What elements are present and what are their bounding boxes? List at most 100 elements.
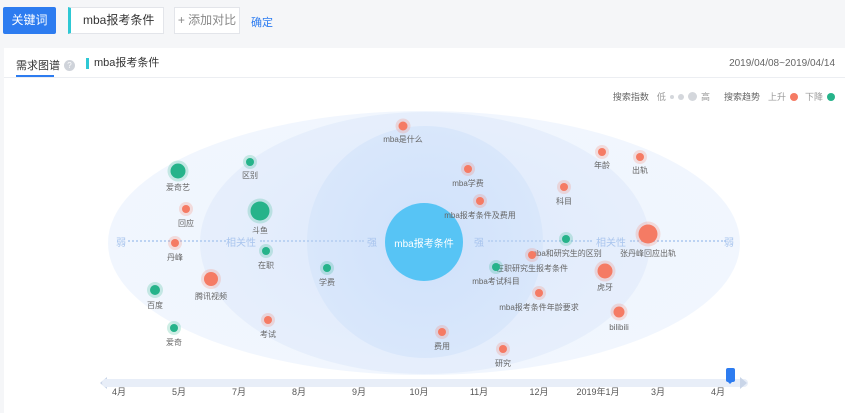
keyword-node[interactable] bbox=[246, 158, 254, 166]
timeline-month: 3月 bbox=[650, 387, 666, 397]
tab-keyword[interactable]: mba报考条件 bbox=[86, 58, 159, 69]
keyword-node[interactable] bbox=[598, 148, 606, 156]
timeline-month: 4月 bbox=[710, 387, 726, 397]
legend-size-small-icon bbox=[669, 94, 674, 99]
axis-weak-left: 弱 bbox=[116, 238, 126, 249]
keyword-node[interactable] bbox=[560, 183, 568, 191]
keyword-node-label: mba报考条件及费用 bbox=[444, 211, 516, 220]
keyword-node-label: 腾讯视频 bbox=[195, 292, 227, 301]
center-keyword-node[interactable]: mba报考条件 bbox=[385, 203, 463, 281]
legend-trend: 搜索趋势 bbox=[723, 92, 760, 102]
keyword-node-label: 考试 bbox=[260, 330, 276, 339]
demand-graph-card: 需求图谱? mba报考条件 2019/04/08~2019/04/14 弱 相关… bbox=[4, 48, 845, 413]
timeline-month: 2019年1月 bbox=[576, 387, 620, 397]
keyword-node[interactable] bbox=[204, 272, 218, 286]
keyword-node-label: 研究 bbox=[495, 359, 511, 368]
timeline-month: 9月 bbox=[351, 387, 367, 397]
keyword-node[interactable] bbox=[182, 205, 190, 213]
keyword-node[interactable] bbox=[597, 263, 613, 279]
timeline-handle[interactable] bbox=[726, 368, 735, 384]
keyword-node[interactable] bbox=[264, 316, 272, 324]
tab-demand-graph[interactable]: 需求图谱? bbox=[16, 57, 75, 73]
keyword-node[interactable] bbox=[499, 345, 507, 353]
keyword-node[interactable] bbox=[398, 121, 408, 131]
keyword-node[interactable] bbox=[438, 328, 446, 336]
timeline-next-arrow[interactable] bbox=[740, 377, 747, 389]
active-tab-indicator bbox=[16, 75, 54, 77]
keyword-node[interactable] bbox=[636, 153, 644, 161]
keyword-node[interactable] bbox=[250, 201, 270, 221]
keyword-node-label: 区别 bbox=[242, 171, 258, 180]
relevance-axis-right-2 bbox=[630, 240, 726, 242]
axis-strong-left: 强 bbox=[367, 238, 377, 249]
keyword-node[interactable] bbox=[170, 163, 186, 179]
keyword-node[interactable] bbox=[170, 324, 178, 332]
axis-relevance-right: 相关性 bbox=[596, 238, 626, 249]
add-compare-button[interactable]: + 添加对比 bbox=[174, 7, 240, 34]
search-bar: 关键词 mba报考条件 + 添加对比 确定 bbox=[0, 0, 845, 44]
axis-weak-right: 弱 bbox=[724, 238, 734, 249]
keyword-node[interactable] bbox=[528, 251, 536, 259]
rise-dot-icon bbox=[789, 92, 798, 101]
keyword-button[interactable]: 关键词 bbox=[3, 7, 56, 34]
timeline-month: 12月 bbox=[529, 387, 549, 397]
legend-low: 低 bbox=[656, 92, 666, 102]
keyword-node-label: 在职 bbox=[258, 261, 274, 270]
legend-rise: 上升 bbox=[767, 92, 786, 102]
legend-fall: 下降 bbox=[804, 92, 823, 102]
timeline-month: 7月 bbox=[231, 387, 247, 397]
timeline-slider[interactable] bbox=[102, 379, 748, 387]
keyword-node-label: mba考试科目 bbox=[472, 277, 520, 286]
keyword-node[interactable] bbox=[262, 247, 270, 255]
relevance-axis-right bbox=[488, 240, 592, 242]
axis-strong-right: 强 bbox=[474, 238, 484, 249]
timeline-month: 11月 bbox=[469, 387, 489, 397]
keyword-node[interactable] bbox=[492, 263, 500, 271]
legend-size-large-icon bbox=[687, 92, 697, 101]
keyword-node[interactable] bbox=[150, 285, 160, 295]
keyword-node-label: mba和研究生的区别 bbox=[530, 249, 602, 258]
keyword-node-label: bilibili bbox=[609, 323, 629, 332]
keyword-node[interactable] bbox=[562, 235, 570, 243]
keyword-node[interactable] bbox=[171, 239, 179, 247]
fall-dot-icon bbox=[827, 92, 835, 101]
legend: 搜索指数 低 高 搜索趋势 上升 下降 bbox=[613, 90, 835, 103]
keyword-node-label: 科目 bbox=[556, 197, 572, 206]
keyword-node-label: 爱奇 bbox=[166, 338, 182, 347]
tab-bar: 需求图谱? mba报考条件 2019/04/08~2019/04/14 bbox=[4, 48, 845, 78]
keyword-node[interactable] bbox=[464, 165, 472, 173]
keyword-node-label: 斗鱼 bbox=[252, 226, 268, 235]
axis-relevance-left: 相关性 bbox=[226, 238, 256, 249]
confirm-link[interactable]: 确定 bbox=[251, 17, 273, 29]
timeline-month: 8月 bbox=[291, 387, 307, 397]
demand-graph: 弱 相关性 强 强 相关性 弱 mba报考条件 mba是什么 爱奇艺 区别 年龄… bbox=[4, 48, 845, 413]
keyword-node[interactable] bbox=[613, 306, 625, 318]
keyword-node[interactable] bbox=[476, 197, 484, 205]
keyword-node-label: mba是什么 bbox=[383, 135, 423, 144]
legend-high: 高 bbox=[700, 92, 710, 102]
keyword-node-label: 丹峰 bbox=[167, 253, 183, 262]
legend-size-medium-icon bbox=[677, 93, 684, 100]
keyword-node-label: 年龄 bbox=[594, 161, 610, 170]
relevance-axis-left-2 bbox=[260, 240, 364, 242]
keyword-node[interactable] bbox=[535, 289, 543, 297]
timeline-month: 10月 bbox=[409, 387, 429, 397]
timeline-month: 4月 bbox=[111, 387, 127, 397]
keyword-node-label: mba报考条件年龄要求 bbox=[499, 303, 579, 312]
keyword-node-label: 爱奇艺 bbox=[166, 183, 190, 192]
keyword-input[interactable]: mba报考条件 bbox=[68, 7, 164, 34]
keyword-node-label: 百度 bbox=[147, 301, 163, 310]
keyword-node-label: 回应 bbox=[178, 219, 194, 228]
keyword-node[interactable] bbox=[638, 224, 658, 244]
timeline-month: 5月 bbox=[171, 387, 187, 397]
keyword-node-label: mba学费 bbox=[452, 179, 484, 188]
keyword-node-label: 虎牙 bbox=[597, 283, 613, 292]
help-icon[interactable]: ? bbox=[64, 60, 75, 71]
keyword-node[interactable] bbox=[323, 264, 331, 272]
date-range: 2019/04/08~2019/04/14 bbox=[729, 58, 835, 69]
legend-search-index: 搜索指数 bbox=[612, 92, 649, 102]
keyword-node-label: 费用 bbox=[434, 342, 450, 351]
keyword-node-label: 在职研究生报考条件 bbox=[496, 264, 568, 273]
tab-demand-graph-label: 需求图谱 bbox=[16, 60, 60, 72]
keyword-node-label: 张丹峰回应出轨 bbox=[620, 249, 676, 258]
